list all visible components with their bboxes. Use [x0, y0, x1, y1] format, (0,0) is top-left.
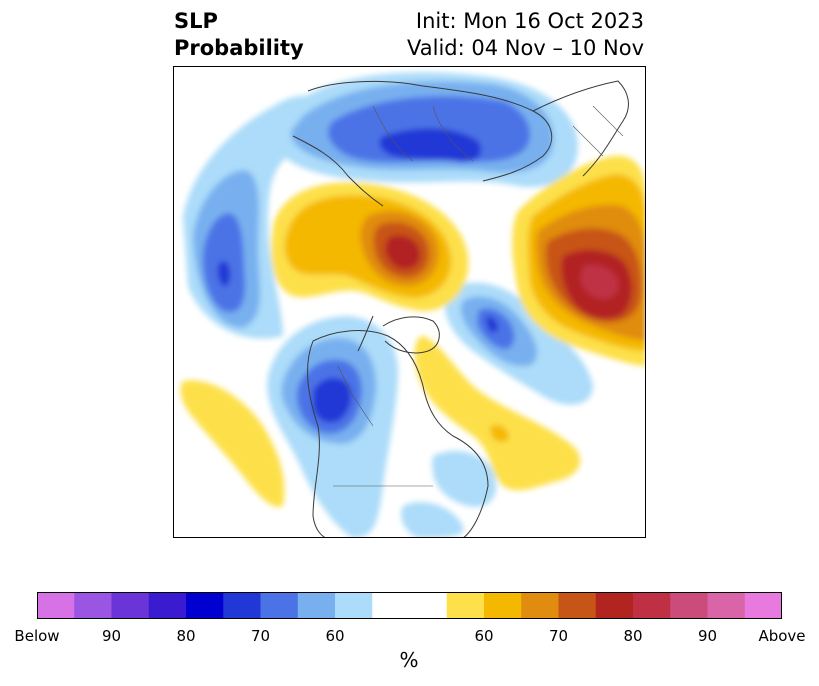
colorbar-frame [37, 592, 782, 619]
coastlines [292, 80, 629, 538]
colorbar-tick-label: Below [14, 627, 60, 645]
title-line-2: Probability [174, 36, 304, 60]
title-line-1: SLP [174, 9, 218, 33]
colorbar-cell [74, 592, 112, 619]
colorbar [37, 592, 782, 619]
contour-north-pacific-below-75 [217, 261, 231, 287]
colorbar-cell [521, 592, 559, 619]
contour-us-below-60b [401, 502, 464, 538]
colorbar-tick-label: 70 [250, 627, 271, 645]
colorbar-tick-label: 80 [176, 627, 196, 645]
contour-atlantic-above-85 [580, 264, 619, 300]
coast-north-america-west [307, 340, 329, 538]
colorbar-cell [111, 592, 150, 619]
colorbar-cell [595, 592, 634, 619]
contour-eastsiberia-above-80 [385, 235, 421, 270]
colorbar-cell [446, 592, 485, 619]
map-frame [173, 66, 646, 538]
colorbar-tick-label: 60 [325, 627, 345, 645]
border-europe [572, 105, 624, 157]
colorbar-cell [335, 592, 373, 619]
border-canada-provinces [337, 365, 374, 427]
colorbar-cell [558, 592, 597, 619]
colorbar-cell [148, 592, 187, 619]
colorbar-unit: % [399, 648, 419, 672]
contour-epac-above-60 [180, 380, 285, 507]
colorbar-cell [633, 592, 671, 619]
probability-contours [180, 72, 646, 538]
contour-ecanada-above-60 [414, 336, 581, 491]
coast-greenland [382, 316, 440, 354]
contour-us-below-60 [432, 451, 497, 507]
colorbar-cell [186, 592, 224, 619]
colorbar-cell [223, 592, 261, 619]
colorbar-cells [37, 592, 782, 619]
valid-range: Valid: 04 Nov – 10 Nov [407, 36, 644, 60]
colorbar-cell [409, 592, 448, 619]
coast-east-asia [292, 135, 384, 207]
colorbar-cell [37, 592, 75, 619]
coast-eurasia-north [307, 80, 553, 182]
colorbar-tick-label: Above [758, 627, 806, 645]
coast-europe-africa [532, 80, 629, 177]
colorbar-cell [372, 592, 410, 619]
coast-arctic-islands [357, 315, 374, 352]
colorbar-cell [670, 592, 708, 619]
init-date: Init: Mon 16 Oct 2023 [415, 9, 644, 33]
probability-map [173, 66, 646, 538]
contour-canada-below-75 [313, 377, 352, 423]
colorbar-tick-label: 70 [548, 627, 569, 645]
colorbar-tick-label: 90 [101, 627, 122, 645]
contour-barents-below-75 [485, 316, 499, 333]
borders [333, 105, 624, 487]
chart-title: SLP Probability [174, 8, 304, 62]
colorbar-cell [484, 592, 522, 619]
colorbar-cell [744, 592, 782, 619]
colorbar-cell [297, 592, 336, 619]
colorbar-tick-label: 90 [697, 627, 718, 645]
coast-north-america-east [312, 330, 489, 538]
colorbar-cell [260, 592, 299, 619]
colorbar-cell [707, 592, 746, 619]
colorbar-tick-label: 60 [474, 627, 494, 645]
colorbar-tick-label: 80 [623, 627, 643, 645]
border-russia [372, 105, 474, 162]
date-info: Init: Mon 16 Oct 2023 Valid: 04 Nov – 10… [407, 8, 644, 62]
contour-ecanada-above-65 [490, 424, 509, 443]
